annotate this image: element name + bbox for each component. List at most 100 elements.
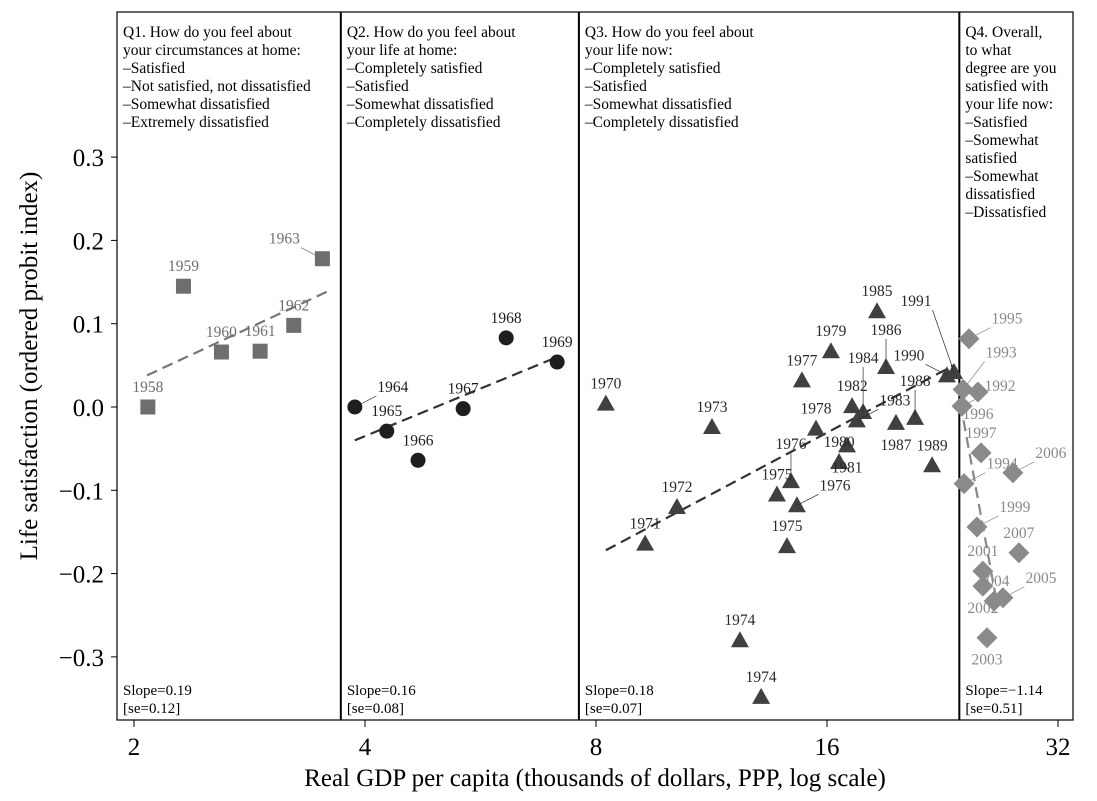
se-label: [se=0.51] (965, 701, 1022, 717)
data-point-triangle (838, 436, 857, 453)
x-axis-label: Real GDP per capita (thousands of dollar… (304, 765, 886, 792)
data-point-label: 1959 (168, 258, 199, 275)
question-text-line: –Not satisfied, not dissatisfied (122, 78, 311, 95)
data-point-label: 2004 (979, 573, 1010, 590)
question-text-line: your life now: (585, 42, 673, 59)
data-point-label: 1990 (893, 347, 924, 364)
plot-frame (116, 11, 1074, 721)
label-leader-line (968, 327, 991, 340)
question-text-line: dissatisfied (965, 186, 1035, 203)
data-point-triangle (868, 302, 887, 319)
data-point-label: 1969 (542, 334, 573, 351)
data-point-label: 1964 (377, 379, 408, 396)
question-text-line: –Dissatisfied (964, 204, 1046, 221)
label-leader-line (976, 515, 999, 528)
question-text-line: Q1. How do you feel about (123, 24, 292, 41)
data-point-label: 1986 (871, 322, 902, 339)
data-point-label: 1974 (746, 669, 777, 686)
data-point-triangle (806, 419, 825, 436)
data-point-label: 1999 (999, 499, 1030, 516)
data-point-square (140, 399, 156, 415)
data-point-label: 1993 (986, 345, 1017, 362)
data-point-diamond (1008, 542, 1030, 564)
data-point-triangle (636, 534, 655, 551)
data-point-label: 1973 (696, 399, 727, 416)
y-axis: 0.3 0.2 0.1 0.0 −0.1 −0.2 −0.3 (59, 145, 117, 672)
data-point-label: 1965 (371, 403, 402, 420)
fit-line (962, 420, 998, 601)
data-point-label: 1967 (448, 381, 479, 398)
data-point-label: 1968 (491, 310, 522, 327)
data-point-label: 1984 (848, 350, 879, 367)
data-point-label: 1975 (761, 466, 792, 483)
x-axis: 2 4 8 16 32 (128, 720, 1071, 761)
data-point-label: 1989 (917, 437, 948, 454)
data-point-diamond (976, 627, 998, 649)
slope-label: Slope=0.16 (347, 683, 416, 699)
question-text-line: to what (965, 42, 1012, 59)
question-text-line: your circumstances at home: (123, 42, 301, 59)
data-point-label: 1978 (800, 401, 831, 418)
y-axis-label: Life satisfaction (ordered probit index) (16, 172, 43, 561)
data-point-label: 1991 (900, 293, 931, 310)
data-point-label: 1995 (991, 311, 1022, 328)
label-leader-line (932, 309, 955, 373)
label-leader-line (961, 394, 984, 407)
y-tick-label: 0.3 (73, 145, 104, 172)
data-point-label: 1977 (786, 352, 817, 369)
data-point-label: 1958 (132, 379, 163, 396)
data-point-triangle (847, 411, 866, 428)
data-point-triangle (821, 342, 840, 359)
label-leader-line (963, 472, 986, 484)
y-tick-label: 0.2 (73, 228, 104, 255)
question-text-line: degree are you (965, 60, 1056, 77)
y-tick-label: 0.1 (73, 312, 104, 339)
data-point-label: 1976 (775, 436, 806, 453)
fit-line (605, 364, 955, 552)
data-point-label: 1992 (984, 378, 1015, 395)
question-text-line: your life now: (965, 96, 1053, 113)
data-point-triangle (667, 497, 686, 514)
data-point-label: 1997 (966, 425, 997, 442)
question-text-line: your life at home: (347, 42, 458, 59)
y-tick-label: −0.1 (59, 478, 104, 505)
data-point-square (175, 278, 191, 294)
data-point-label: 2007 (1003, 525, 1034, 542)
slope-label: Slope=0.18 (585, 683, 654, 699)
data-point-label: 1988 (900, 373, 931, 390)
data-point-square (213, 344, 229, 360)
data-point-label: 2005 (1025, 570, 1056, 587)
data-point-label: 1996 (962, 406, 993, 423)
data-point-triangle (886, 413, 905, 430)
label-leader-line (962, 361, 985, 390)
se-label: [se=0.08] (347, 701, 404, 717)
data-point-label: 1971 (630, 516, 661, 533)
data-point-label: 1983 (879, 392, 910, 409)
question-text-line: Q3. How do you feel about (585, 24, 754, 41)
question-text-line: –Satisfied (964, 114, 1027, 131)
x-tick-label: 8 (590, 734, 603, 761)
data-point-triangle (787, 496, 806, 513)
x-tick-label: 16 (815, 734, 840, 761)
x-tick-label: 4 (359, 734, 372, 761)
data-point-triangle (843, 397, 862, 414)
data-point-label: 1972 (661, 479, 692, 496)
question-text-line: –Satisfied (346, 78, 409, 95)
x-tick-label: 32 (1046, 734, 1071, 761)
data-point-triangle (792, 371, 811, 388)
slope-label: Slope=−1.14 (965, 683, 1043, 699)
data-point-circle (455, 401, 471, 417)
question-text-line: –Satisfied (122, 60, 185, 77)
question-text-line: –Somewhat dissatisfied (122, 96, 270, 113)
data-point-label: 1974 (724, 612, 755, 629)
data-point-label: 1994 (987, 456, 1018, 473)
data-point-label: 1979 (815, 323, 846, 340)
data-point-label: 2003 (972, 652, 1003, 669)
se-label: [se=0.07] (585, 701, 642, 717)
label-leader-line (1012, 461, 1035, 474)
label-leader-line (856, 409, 879, 421)
